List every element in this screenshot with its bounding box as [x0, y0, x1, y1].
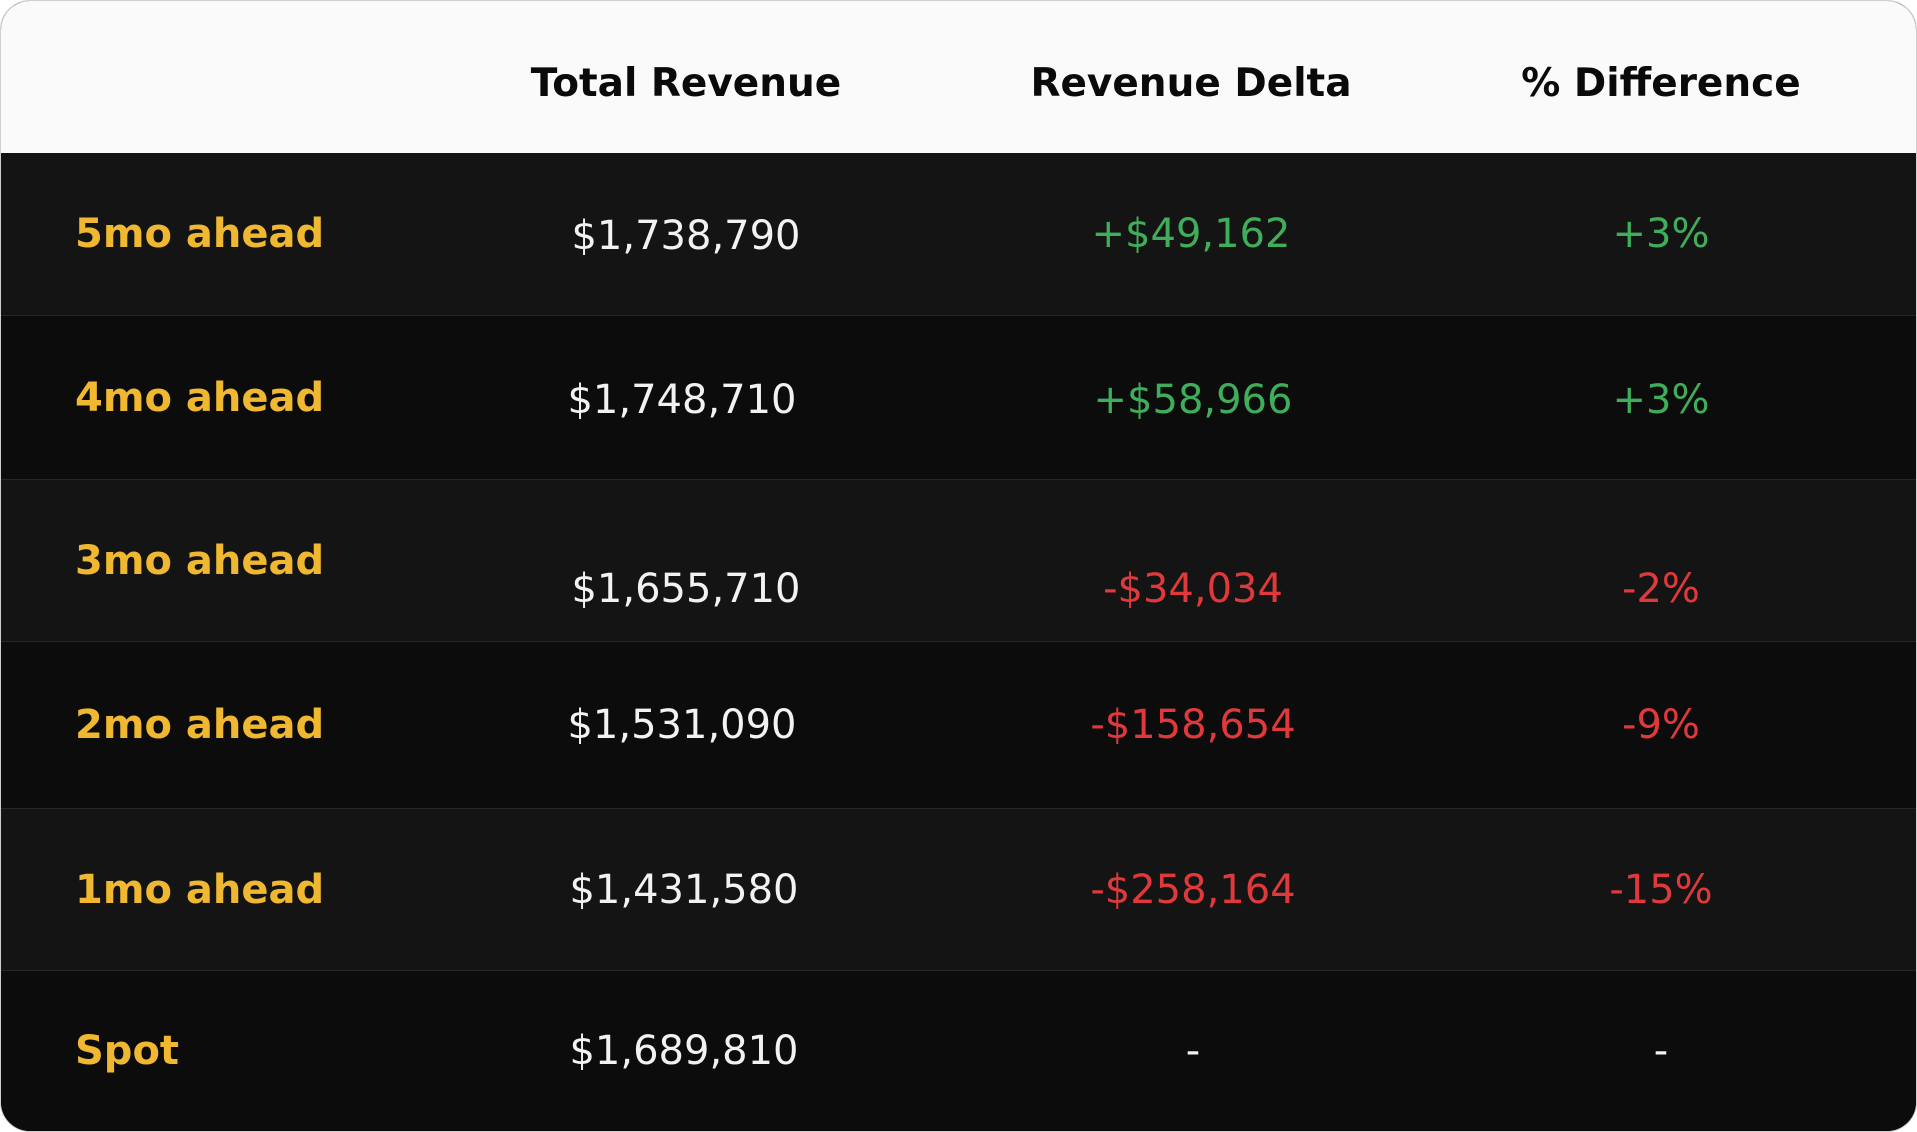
revenue-delta-cell: -$258,164 — [1090, 866, 1296, 913]
revenue-delta-cell: -$158,654 — [1090, 702, 1296, 748]
total-revenue-cell: $1,689,810 — [569, 1028, 799, 1074]
percent-difference-cell: +3% — [1612, 376, 1710, 423]
total-revenue-cell: $1,748,710 — [567, 376, 797, 423]
table-row: Spot $1,689,810 - - — [1, 971, 1916, 1131]
percent-difference-cell: - — [1653, 1028, 1669, 1074]
header-percent-difference: % Difference — [1521, 61, 1801, 106]
revenue-delta-cell: - — [1185, 1028, 1201, 1074]
table-row: 1mo ahead $1,431,580 -$258,164 -15% — [1, 809, 1916, 971]
row-label: 1mo ahead — [75, 866, 325, 913]
percent-difference-cell: -15% — [1609, 866, 1713, 913]
revenue-delta-cell: +$49,162 — [1091, 211, 1291, 257]
total-revenue-cell: $1,531,090 — [567, 702, 797, 748]
total-revenue-cell: $1,431,580 — [569, 866, 799, 913]
row-label: 4mo ahead — [75, 374, 325, 421]
total-revenue-cell: $1,738,790 — [571, 213, 801, 259]
revenue-delta-cell: -$34,034 — [1103, 565, 1283, 612]
revenue-delta-cell: +$58,966 — [1093, 376, 1293, 423]
header-revenue-delta: Revenue Delta — [1030, 61, 1352, 106]
table-row: 2mo ahead $1,531,090 -$158,654 -9% — [1, 642, 1916, 809]
percent-difference-cell: -2% — [1622, 565, 1700, 612]
table-row: 3mo ahead $1,655,710 -$34,034 -2% — [1, 480, 1916, 642]
table-row: 5mo ahead $1,738,790 +$49,162 +3% — [1, 153, 1916, 316]
percent-difference-cell: +3% — [1612, 211, 1710, 257]
header-total-revenue: Total Revenue — [530, 61, 842, 106]
table-row: 4mo ahead $1,748,710 +$58,966 +3% — [1, 316, 1916, 480]
row-label: 3mo ahead — [75, 537, 325, 584]
header-empty-cell — [1, 1, 481, 153]
row-label: Spot — [75, 1028, 180, 1074]
total-revenue-cell: $1,655,710 — [571, 565, 801, 612]
table-header: Total Revenue Revenue Delta % Difference — [1, 1, 1916, 154]
percent-difference-cell: -9% — [1622, 702, 1700, 748]
row-label: 5mo ahead — [75, 211, 325, 257]
row-label: 2mo ahead — [75, 702, 325, 748]
